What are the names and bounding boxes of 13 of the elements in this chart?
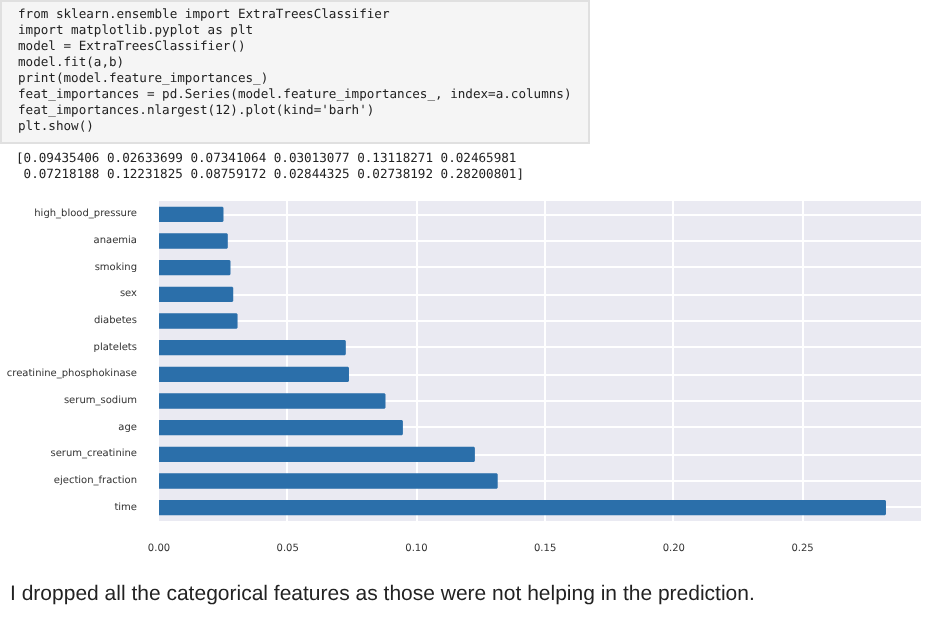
bar: [159, 286, 234, 302]
bar: [159, 206, 224, 222]
text: I dropped all the categorical features as those were not helping in the prediction.: [10, 580, 755, 610]
bar: [159, 366, 349, 382]
bar: [159, 473, 498, 489]
bar: [159, 233, 228, 249]
bar: [159, 313, 238, 329]
bar: [159, 446, 475, 462]
bar: [159, 420, 403, 436]
bar: [159, 393, 386, 409]
bar: [159, 260, 231, 276]
bar: [159, 500, 886, 516]
bar: [159, 340, 346, 356]
